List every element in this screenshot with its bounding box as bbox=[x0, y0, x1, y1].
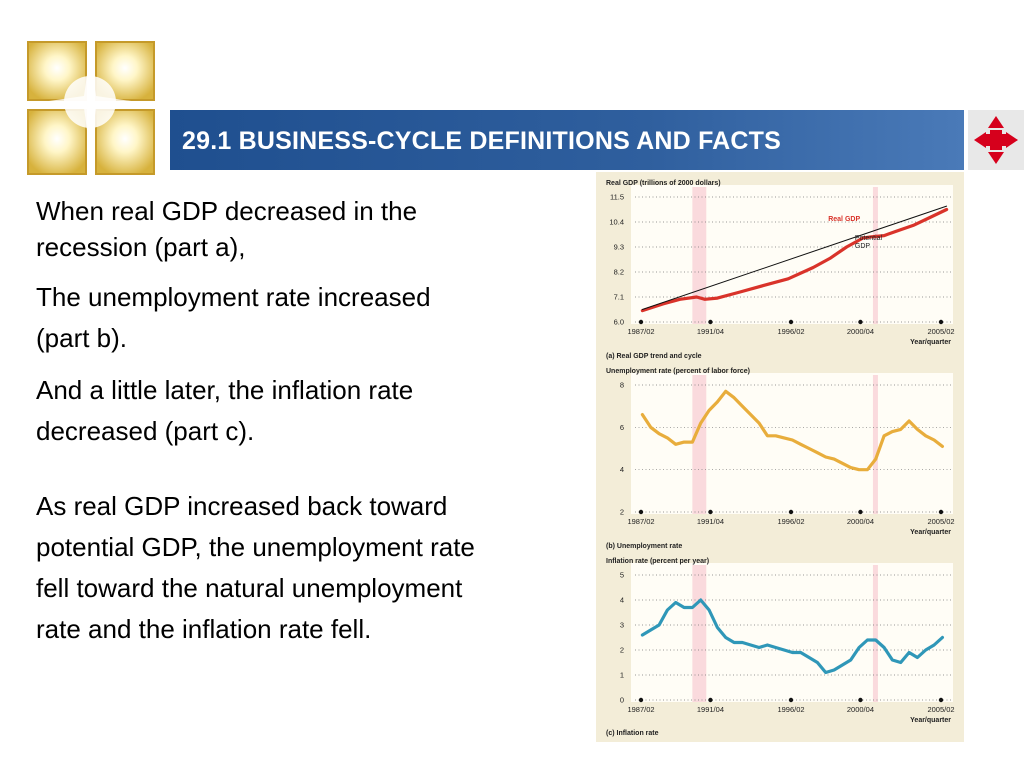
x-tick-dot bbox=[788, 319, 794, 325]
chart-title: Inflation rate (percent per year) bbox=[606, 558, 709, 565]
x-tick-label: 1987/02 bbox=[627, 517, 654, 526]
x-tick-dot bbox=[858, 509, 863, 515]
x-tick-label: 2005/02 bbox=[927, 327, 954, 336]
recession-band bbox=[872, 375, 878, 514]
y-tick-label: 6 bbox=[620, 423, 624, 432]
plot-area bbox=[631, 563, 953, 702]
x-tick-label: 2000/04 bbox=[847, 705, 874, 714]
y-tick-label: 2 bbox=[620, 508, 624, 517]
chart-caption: (a) Real GDP trend and cycle bbox=[606, 353, 702, 360]
x-tick-label: 1996/02 bbox=[777, 517, 804, 526]
x-tick-dot bbox=[708, 509, 713, 515]
y-tick-label: 2 bbox=[620, 646, 624, 655]
series-line bbox=[640, 389, 944, 472]
series-label: Real GDP bbox=[828, 216, 860, 223]
plot-area bbox=[631, 185, 953, 324]
x-tick-label: 1987/02 bbox=[627, 705, 654, 714]
series-label: GDP bbox=[855, 243, 871, 250]
y-tick-label: 4 bbox=[620, 465, 624, 474]
x-tick-label: 2000/04 bbox=[847, 517, 874, 526]
x-tick-dot bbox=[708, 319, 713, 325]
bullet-3: And a little later, the inflation rate d… bbox=[36, 375, 414, 446]
y-tick-label: 11.5 bbox=[610, 193, 624, 202]
x-tick-dot bbox=[938, 319, 944, 325]
figure-panel: Real GDP (trillions of 2000 dollars) 6.0 7… bbox=[596, 172, 964, 742]
x-tick-dot bbox=[788, 697, 794, 703]
series-label: Potential bbox=[855, 235, 883, 242]
x-tick-label: 1991/04 bbox=[697, 327, 724, 336]
x-tick-dot bbox=[858, 319, 863, 325]
four-way-arrow-icon bbox=[974, 116, 1018, 164]
y-tick-label: 9.3 bbox=[614, 243, 624, 252]
y-tick-label: 7.1 bbox=[614, 293, 624, 302]
y-tick-label: 8 bbox=[620, 381, 624, 390]
x-tick-dot bbox=[638, 319, 644, 325]
recession-band bbox=[692, 187, 707, 324]
potential-gdp-line bbox=[641, 205, 948, 310]
chart-title: Unemployment rate (percent of labor forc… bbox=[606, 368, 750, 375]
bullet-1: When real GDP decreased in the recession… bbox=[36, 196, 418, 262]
x-axis-label: Year/quarter bbox=[910, 339, 951, 346]
x-axis-label: Year/quarter bbox=[910, 717, 951, 724]
recession-band bbox=[692, 565, 707, 702]
bullet-4: As real GDP increased back toward potent… bbox=[36, 491, 475, 644]
x-axis-label: Year/quarter bbox=[910, 529, 951, 536]
x-tick-label: 1991/04 bbox=[697, 705, 724, 714]
series-line bbox=[640, 598, 944, 675]
x-tick-label: 2005/02 bbox=[927, 517, 954, 526]
x-tick-label: 1996/02 bbox=[777, 705, 804, 714]
x-tick-dot bbox=[708, 697, 713, 703]
recession-band bbox=[872, 187, 878, 324]
title-bar: 29.1 BUSINESS-CYCLE DEFINITIONS AND FACT… bbox=[170, 110, 964, 170]
sunburst-logo-icon bbox=[26, 40, 172, 180]
business-cycle-charts: Real GDP (trillions of 2000 dollars) 6.0 7… bbox=[606, 180, 955, 737]
x-tick-dot bbox=[938, 697, 944, 703]
chart-caption: (b) Unemployment rate bbox=[606, 543, 682, 550]
y-tick-label: 1 bbox=[620, 671, 624, 680]
x-tick-dot bbox=[788, 509, 794, 515]
bullet-list: When real GDP decreased in the recession… bbox=[36, 193, 516, 650]
y-tick-label: 0 bbox=[620, 696, 624, 705]
x-tick-dot bbox=[938, 509, 944, 515]
slide-title: 29.1 BUSINESS-CYCLE DEFINITIONS AND FACT… bbox=[182, 127, 782, 155]
y-tick-label: 10.4 bbox=[609, 218, 624, 227]
chart-title: Real GDP (trillions of 2000 dollars) bbox=[606, 180, 721, 187]
y-tick-label: 3 bbox=[620, 621, 624, 630]
recession-band bbox=[872, 565, 878, 702]
nav-button[interactable] bbox=[966, 110, 1024, 170]
x-tick-dot bbox=[858, 697, 863, 703]
y-tick-label: 6.0 bbox=[614, 318, 624, 327]
x-tick-label: 2005/02 bbox=[927, 705, 954, 714]
x-tick-label: 1987/02 bbox=[627, 327, 654, 336]
y-tick-label: 8.2 bbox=[614, 268, 624, 277]
x-tick-label: 2000/04 bbox=[847, 327, 874, 336]
chart-caption: (c) Inflation rate bbox=[606, 730, 659, 737]
y-tick-label: 4 bbox=[620, 596, 624, 605]
recession-band bbox=[692, 375, 707, 514]
x-tick-dot bbox=[638, 697, 644, 703]
x-tick-label: 1996/02 bbox=[777, 327, 804, 336]
x-tick-dot bbox=[638, 509, 644, 515]
bullet-2: The unemployment rate increased (part b)… bbox=[36, 282, 431, 353]
x-tick-label: 1991/04 bbox=[697, 517, 724, 526]
series-line bbox=[640, 207, 949, 313]
y-tick-label: 5 bbox=[620, 571, 624, 580]
